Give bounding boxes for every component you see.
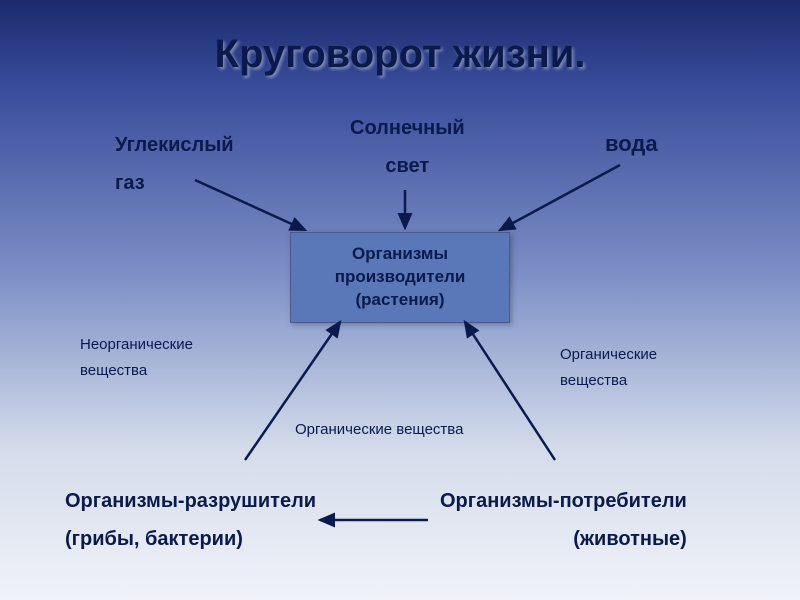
label-destroyers-line1: Организмы-разрушители [65,488,316,514]
label-consumers-line2: (животные) [440,526,687,552]
label-organic-right-line1: Органические [560,345,657,365]
label-co2-line2: газ [115,170,234,196]
label-consumers: Организмы-потребители (животные) [440,488,687,552]
producers-box: Организмы производители (растения) [290,232,510,323]
label-water: вода [605,130,658,159]
label-destroyers: Организмы-разрушители (грибы, бактерии) [65,488,316,552]
label-organic-center: Органические вещества [295,420,463,440]
label-destroyers-line2: (грибы, бактерии) [65,526,316,552]
label-sunlight-line1: Солнечный [350,115,465,141]
label-co2-line1: Углекислый [115,132,234,158]
label-co2: Углекислый газ [115,132,234,196]
arrow-line [465,322,555,460]
producers-line1: Организмы [311,243,489,266]
label-sunlight: Солнечный свет [350,115,465,179]
label-inorganic-line2: вещества [80,361,193,381]
producers-line3: (растения) [311,289,489,312]
label-organic-right-line2: вещества [560,371,657,391]
label-organic-right: Органические вещества [560,345,657,390]
page-title: Круговорот жизни. [0,0,800,77]
label-inorganic: Неорганические вещества [80,335,193,380]
label-sunlight-line2: свет [350,153,465,179]
producers-line2: производители [311,266,489,289]
label-inorganic-line1: Неорганические [80,335,193,355]
label-consumers-line1: Организмы-потребители [440,488,687,514]
arrow-line [500,165,620,230]
